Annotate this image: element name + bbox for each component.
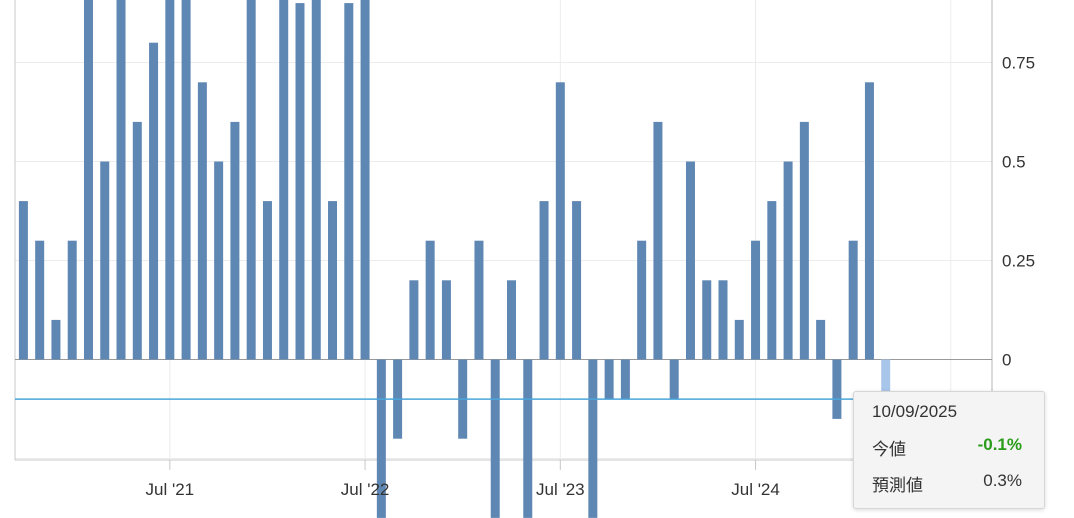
bar[interactable] [295, 3, 305, 360]
y-tick-label: 0.5 [1002, 153, 1026, 172]
bar[interactable] [51, 319, 61, 360]
bar[interactable] [132, 121, 142, 360]
bar[interactable] [799, 121, 809, 360]
bar[interactable] [116, 0, 126, 360]
bar[interactable] [864, 82, 874, 360]
bar[interactable] [279, 0, 289, 360]
bar[interactable] [669, 359, 679, 400]
bar[interactable] [881, 359, 891, 400]
tooltip-actual-label: 今値 [872, 440, 906, 459]
bar[interactable] [100, 161, 110, 360]
bar[interactable] [344, 3, 354, 360]
x-tick-label: Jul '23 [536, 480, 585, 499]
gridlines [15, 0, 992, 460]
bar[interactable] [588, 359, 598, 518]
bar[interactable] [35, 240, 45, 360]
bar[interactable] [734, 319, 744, 360]
bar[interactable] [230, 121, 240, 360]
tooltip-date: 10/09/2025 [872, 402, 958, 421]
bar[interactable] [165, 0, 175, 360]
bar[interactable] [572, 201, 582, 360]
bar[interactable] [620, 359, 630, 400]
bar[interactable] [409, 280, 419, 360]
bar[interactable] [149, 42, 159, 360]
bars [18, 0, 891, 518]
bar[interactable] [376, 359, 386, 518]
bar[interactable] [262, 201, 272, 360]
bar[interactable] [474, 240, 484, 360]
x-tick-label: Jul '21 [146, 480, 195, 499]
bar[interactable] [832, 359, 842, 419]
bar[interactable] [848, 240, 858, 360]
bar[interactable] [523, 359, 533, 518]
bar[interactable] [637, 240, 647, 360]
tooltip-forecast-row: 預測値 0.3% [872, 471, 1022, 496]
bar[interactable] [751, 240, 761, 360]
bar[interactable] [490, 359, 500, 518]
bar[interactable] [604, 359, 614, 400]
bar[interactable] [311, 0, 321, 360]
bar[interactable] [181, 0, 191, 360]
bar[interactable] [246, 0, 256, 360]
bar[interactable] [67, 240, 77, 360]
x-axis-ticks: Jul '21 Jul '22 Jul '23 Jul '24 [146, 460, 780, 499]
tooltip-actual-row: 今値 -0.1% [872, 435, 1022, 460]
bar[interactable] [539, 201, 549, 360]
tooltip-forecast-label: 預測値 [872, 476, 923, 495]
bar[interactable] [425, 240, 435, 360]
bar[interactable] [783, 161, 793, 360]
bar[interactable] [214, 161, 224, 360]
tooltip: 10/09/2025 今値 -0.1% 預測値 0.3% [853, 391, 1045, 509]
y-tick-label: 0.75 [1002, 54, 1035, 73]
bar[interactable] [360, 0, 370, 360]
bar[interactable] [767, 201, 777, 360]
bar[interactable] [507, 280, 516, 360]
x-tick-label: Jul '22 [341, 480, 390, 499]
bar[interactable] [653, 121, 663, 360]
bar[interactable] [702, 280, 712, 360]
y-axis-ticks: 1.751.51.2510.750.50.250 [1002, 54, 1035, 370]
x-tick-label: Jul '24 [731, 480, 780, 499]
bar[interactable] [816, 319, 826, 360]
tooltip-actual-value: -0.1% [977, 435, 1022, 454]
y-tick-label: 0.25 [1002, 252, 1035, 271]
bar[interactable] [685, 161, 695, 360]
bar[interactable] [328, 201, 338, 360]
bar[interactable] [18, 201, 28, 360]
bar[interactable] [441, 280, 451, 360]
bar[interactable] [83, 0, 93, 360]
bar[interactable] [555, 82, 565, 360]
y-tick-label: 0 [1002, 351, 1011, 370]
tooltip-forecast-value: 0.3% [983, 471, 1022, 490]
bar[interactable] [197, 82, 207, 360]
bar[interactable] [718, 280, 728, 360]
